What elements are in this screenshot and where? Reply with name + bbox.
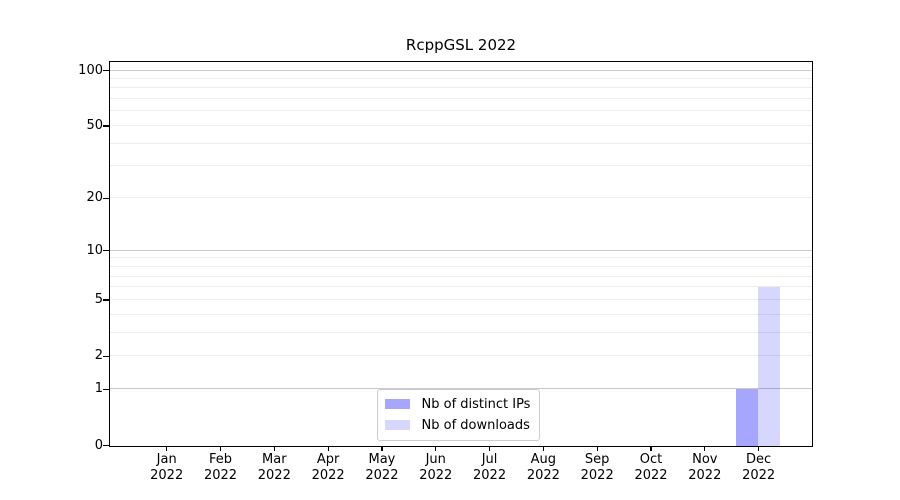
chart-title: RcppGSL 2022 xyxy=(405,36,517,54)
gridline-minor xyxy=(109,331,812,333)
gridline-minor xyxy=(109,265,812,267)
x-tick-mark xyxy=(758,446,760,451)
y-tick-mark xyxy=(103,125,109,127)
x-tick-month: Apr xyxy=(316,452,340,467)
x-tick-month: Jul xyxy=(481,452,498,467)
bar-series-0-dec xyxy=(736,389,759,446)
x-tick-mark xyxy=(704,446,706,451)
x-tick-label-jul: Jul 2022 xyxy=(458,452,522,484)
y-tick-label: 2 xyxy=(94,348,103,364)
x-tick-mark xyxy=(166,446,168,451)
y-tick-mark xyxy=(103,197,109,199)
y-tick-label: 10 xyxy=(86,242,103,258)
x-tick-year: 2022 xyxy=(257,468,291,483)
x-tick-year: 2022 xyxy=(419,468,453,483)
x-tick-year: 2022 xyxy=(580,468,614,483)
x-tick-label-may: May 2022 xyxy=(350,452,414,484)
x-tick-year: 2022 xyxy=(311,468,345,483)
x-tick-mark xyxy=(596,446,598,451)
x-tick-label-oct: Oct 2022 xyxy=(619,452,683,484)
legend-swatch-distinct-ips xyxy=(384,399,410,409)
gridline-minor xyxy=(109,125,812,127)
legend: Nb of distinct IPs Nb of downloads xyxy=(376,388,541,441)
x-tick-label-jan: Jan 2022 xyxy=(135,452,199,484)
gridline-minor xyxy=(109,257,812,259)
y-tick-mark xyxy=(103,444,109,447)
y-tick-mark xyxy=(103,388,109,390)
x-tick-year: 2022 xyxy=(473,468,507,483)
y-tick-label: 100 xyxy=(78,62,103,78)
gridline-major xyxy=(109,69,812,71)
legend-swatch-downloads xyxy=(384,420,410,430)
x-tick-year: 2022 xyxy=(365,468,399,483)
legend-label-distinct-ips: Nb of distinct IPs xyxy=(421,396,531,412)
x-tick-year: 2022 xyxy=(526,468,560,483)
x-tick-mark xyxy=(381,446,383,451)
x-tick-month: Sep xyxy=(584,452,610,467)
gridline-major xyxy=(109,249,812,251)
x-tick-mark xyxy=(488,446,491,451)
plot-area: Nb of distinct IPs Nb of downloads xyxy=(108,60,813,447)
x-tick-label-aug: Aug 2022 xyxy=(511,452,575,484)
x-tick-month: Aug xyxy=(530,452,557,467)
gridline-minor xyxy=(109,355,812,357)
gridline-minor xyxy=(109,98,812,100)
gridline-minor xyxy=(109,286,812,288)
x-tick-label-dec: Dec 2022 xyxy=(727,452,791,484)
legend-item-distinct-ips: Nb of distinct IPs xyxy=(384,395,531,414)
x-tick-month: Oct xyxy=(639,452,663,467)
y-tick-label: 0 xyxy=(94,437,103,453)
y-tick-mark xyxy=(103,69,109,72)
x-tick-label-jun: Jun 2022 xyxy=(404,452,468,484)
legend-label-downloads: Nb of downloads xyxy=(421,417,530,433)
legend-item-downloads: Nb of downloads xyxy=(384,416,531,435)
x-tick-label-nov: Nov 2022 xyxy=(673,452,737,484)
gridline-minor xyxy=(109,275,812,277)
gridline-minor xyxy=(109,142,812,144)
x-tick-mark xyxy=(327,446,329,451)
x-tick-month: Dec xyxy=(746,452,772,467)
gridline-minor xyxy=(109,313,812,315)
y-tick-mark xyxy=(103,355,109,357)
bar-series-1-dec xyxy=(758,287,780,446)
gridline-minor xyxy=(109,110,812,112)
y-tick-label: 5 xyxy=(94,291,103,307)
x-tick-month: Nov xyxy=(692,452,718,467)
x-tick-year: 2022 xyxy=(150,468,184,483)
y-tick-mark xyxy=(103,299,109,301)
x-tick-mark xyxy=(219,446,222,451)
x-tick-year: 2022 xyxy=(688,468,722,483)
x-tick-month: Jan xyxy=(156,452,177,467)
x-tick-month: May xyxy=(368,452,396,467)
y-tick-label: 50 xyxy=(86,118,103,134)
gridline-minor xyxy=(109,87,812,89)
x-tick-year: 2022 xyxy=(203,468,238,483)
gridline-minor xyxy=(109,77,812,79)
x-tick-month: Mar xyxy=(262,452,287,467)
gridline-minor xyxy=(109,165,812,167)
x-tick-mark xyxy=(273,446,276,451)
x-tick-month: Feb xyxy=(208,452,233,467)
x-tick-year: 2022 xyxy=(634,468,668,483)
x-tick-mark xyxy=(435,446,437,451)
x-tick-label-mar: Mar 2022 xyxy=(242,452,306,484)
y-tick-label: 20 xyxy=(86,190,103,206)
gridline-minor xyxy=(109,298,812,300)
y-tick-label: 1 xyxy=(94,381,103,397)
gridline-minor xyxy=(109,197,812,199)
x-tick-label-sep: Sep 2022 xyxy=(565,452,629,484)
x-tick-year: 2022 xyxy=(742,468,776,483)
x-tick-mark xyxy=(650,446,652,451)
x-tick-month: Jun xyxy=(425,452,446,467)
x-tick-label-apr: Apr 2022 xyxy=(296,452,360,484)
x-tick-label-feb: Feb 2022 xyxy=(189,452,253,484)
y-tick-mark xyxy=(103,250,109,252)
x-tick-mark xyxy=(542,446,545,451)
